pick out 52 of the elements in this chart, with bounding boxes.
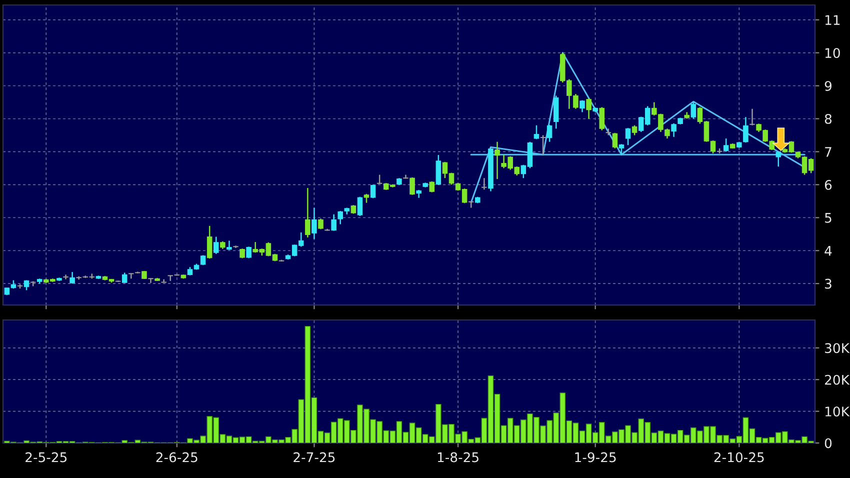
x-tick-label: 2-5-25 bbox=[26, 452, 67, 462]
candlestick bbox=[625, 127, 631, 146]
candlestick bbox=[750, 108, 755, 126]
candlestick bbox=[436, 154, 442, 186]
y-tick-label: 7 bbox=[825, 147, 832, 157]
x-tick-label: 1-8-25 bbox=[438, 452, 478, 462]
candlestick bbox=[214, 236, 219, 255]
candlestick bbox=[546, 124, 552, 142]
x-tick-label: 2-10-25 bbox=[714, 452, 764, 462]
candlestick bbox=[743, 116, 748, 144]
candlestick bbox=[148, 278, 154, 284]
x-tick-label: 1-9-25 bbox=[575, 452, 616, 462]
candlestick bbox=[534, 124, 540, 140]
candlestick bbox=[376, 174, 382, 185]
candlestick bbox=[63, 274, 68, 280]
candlestick bbox=[776, 151, 782, 168]
y-tick-label: 0 bbox=[824, 438, 832, 448]
candlestick bbox=[671, 122, 676, 138]
candlestick bbox=[206, 225, 212, 260]
candlestick bbox=[586, 98, 592, 120]
y-tick-label: 10 bbox=[825, 48, 840, 58]
candlestick bbox=[494, 141, 500, 180]
candlestick bbox=[305, 187, 310, 238]
candlestick bbox=[482, 177, 487, 190]
candlestick bbox=[331, 214, 336, 232]
candlestick bbox=[370, 184, 376, 199]
candlestick bbox=[122, 272, 128, 284]
candlestick bbox=[690, 102, 696, 120]
candlestick bbox=[612, 132, 618, 150]
y-tick-label: 3 bbox=[825, 278, 832, 289]
x-tick-label: 2-6-25 bbox=[156, 452, 198, 462]
y-tick-label: 4 bbox=[824, 246, 832, 256]
y-tick-label: 30K bbox=[825, 343, 850, 354]
candlestick bbox=[312, 207, 317, 240]
candlestick bbox=[723, 138, 729, 152]
y-tick-label: 6 bbox=[824, 180, 832, 190]
candlestick bbox=[540, 134, 546, 156]
candlestick bbox=[338, 210, 343, 225]
candlestick bbox=[410, 176, 415, 196]
candlestick bbox=[357, 196, 363, 217]
y-tick-label: 8 bbox=[824, 114, 832, 124]
y-tick-label: 11 bbox=[825, 15, 840, 25]
candlestick bbox=[618, 143, 624, 156]
y-tick-label: 5 bbox=[825, 213, 832, 223]
candlestick bbox=[632, 124, 638, 136]
candlestick bbox=[226, 240, 232, 251]
x-tick-label: 2-7-25 bbox=[294, 452, 335, 462]
y-tick-label: 9 bbox=[824, 80, 832, 91]
candlestick bbox=[70, 271, 75, 284]
y-tick-label: 10K bbox=[825, 406, 850, 416]
y-tick-label: 20K bbox=[824, 374, 850, 385]
candlestick bbox=[599, 106, 604, 131]
